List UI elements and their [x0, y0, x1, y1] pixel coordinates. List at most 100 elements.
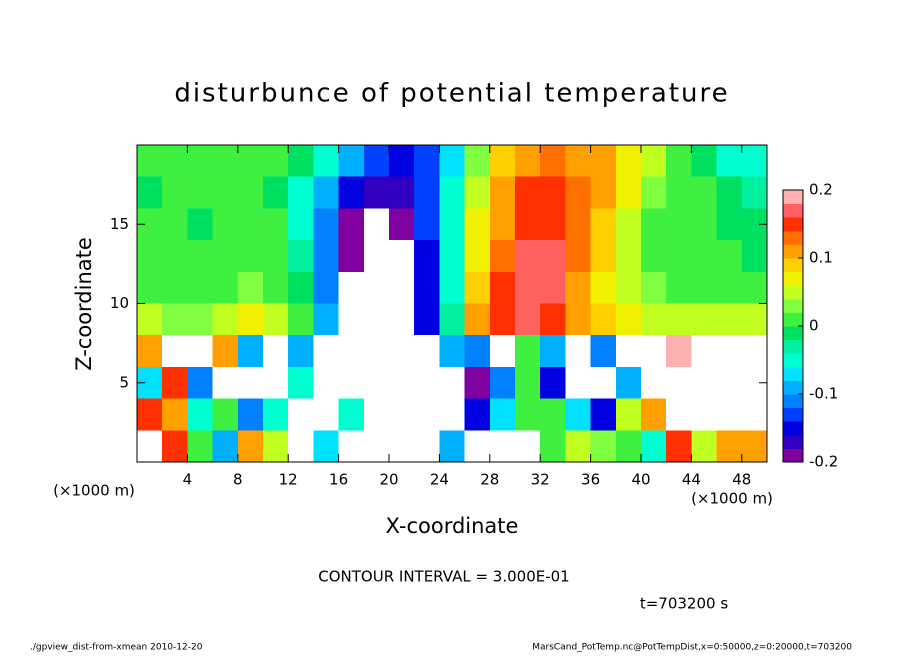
heat-cell	[263, 271, 289, 304]
heat-cell	[263, 208, 289, 241]
heat-cell	[187, 335, 214, 368]
heat-cell	[641, 176, 667, 209]
colorbar-swatch	[783, 203, 803, 218]
heat-cell	[590, 303, 617, 336]
heat-cell	[162, 240, 188, 273]
heat-cell	[565, 430, 592, 463]
heat-cell	[565, 208, 592, 241]
colorbar-swatch	[783, 190, 803, 205]
heat-cell	[641, 145, 667, 178]
heat-cell	[212, 366, 239, 400]
colorbar-swatch	[783, 285, 803, 300]
colorbar-swatch	[783, 353, 803, 368]
heat-cell	[641, 366, 667, 400]
heat-cell	[162, 430, 188, 463]
heat-cell	[288, 366, 314, 400]
heat-cell	[363, 398, 390, 431]
heat-cell	[363, 366, 390, 400]
heat-cell	[691, 240, 718, 273]
x-tick-label: 4	[183, 471, 193, 489]
colorbar-swatch	[783, 217, 803, 232]
heat-cell	[741, 335, 768, 368]
heat-cell	[515, 303, 541, 336]
heat-cell	[666, 145, 692, 178]
heat-cell	[313, 145, 340, 178]
heat-cell	[741, 145, 768, 178]
heat-cell	[540, 208, 566, 241]
heat-cell	[137, 271, 163, 304]
heat-cell	[137, 145, 163, 178]
heat-cell	[565, 366, 592, 400]
y-tick-label: 15	[110, 215, 129, 233]
heat-cell	[464, 335, 491, 368]
heat-cell	[565, 398, 592, 431]
heat-cell	[313, 208, 340, 241]
heat-cell	[338, 271, 365, 304]
heat-cell	[389, 303, 415, 336]
colorbar-tick-label: 0.1	[809, 249, 833, 267]
heat-cell	[741, 398, 768, 431]
x-tick-label: 20	[379, 471, 398, 489]
x-tick-label: 24	[430, 471, 449, 489]
heat-cell	[464, 398, 491, 431]
heat-cell	[338, 366, 365, 400]
heat-cell	[414, 398, 440, 431]
heat-cell	[565, 335, 592, 368]
colorbar-swatch	[783, 434, 803, 449]
heat-cell	[615, 271, 642, 304]
heat-cell	[716, 271, 743, 304]
heat-cell	[212, 145, 239, 178]
heat-cell	[590, 398, 617, 431]
heat-cell	[716, 145, 743, 178]
heat-cell	[439, 271, 466, 304]
heat-cell	[691, 366, 718, 400]
heat-cell	[338, 335, 365, 368]
heat-cell	[515, 335, 541, 368]
heat-cell	[137, 176, 163, 209]
x-unit: (×1000 m)	[691, 490, 773, 508]
heat-cell	[666, 366, 692, 400]
heat-cell	[237, 398, 264, 431]
heat-cell	[565, 271, 592, 304]
heat-cell	[540, 366, 566, 400]
heat-cell	[565, 240, 592, 273]
heat-cell	[515, 176, 541, 209]
heat-cell	[464, 145, 491, 178]
colorbar-swatch	[783, 366, 803, 381]
heat-cell	[691, 398, 718, 431]
heat-cell	[288, 430, 314, 463]
heat-cell	[590, 335, 617, 368]
heat-cell	[263, 145, 289, 178]
heat-cell	[187, 398, 214, 431]
heat-cell	[741, 240, 768, 273]
colorbar-swatch	[783, 298, 803, 313]
heat-cell	[237, 271, 264, 304]
heat-cell	[641, 240, 667, 273]
heat-cell	[263, 240, 289, 273]
heat-cell	[187, 176, 214, 209]
heat-cell	[464, 430, 491, 463]
heat-cell	[162, 335, 188, 368]
heat-cell	[313, 271, 340, 304]
heat-cell	[162, 398, 188, 431]
heat-cell	[641, 430, 667, 463]
heat-cell	[515, 366, 541, 400]
heat-cell	[313, 366, 340, 400]
y-axis-label: Z-coordinate	[72, 237, 96, 371]
heat-cell	[288, 145, 314, 178]
heat-cell	[691, 335, 718, 368]
heat-cell	[162, 303, 188, 336]
colorbar-swatch	[783, 380, 803, 395]
heat-cell	[263, 176, 289, 209]
heat-cell	[389, 145, 415, 178]
heat-cell	[590, 208, 617, 241]
heat-cell	[615, 430, 642, 463]
colorbar-swatch	[783, 394, 803, 409]
heat-cell	[590, 271, 617, 304]
heat-cell	[212, 208, 239, 241]
colorbar-swatch	[783, 448, 803, 463]
heat-cell	[414, 240, 440, 273]
heat-cell	[212, 430, 239, 463]
heat-cell	[489, 145, 516, 178]
x-tick-label: 8	[233, 471, 243, 489]
